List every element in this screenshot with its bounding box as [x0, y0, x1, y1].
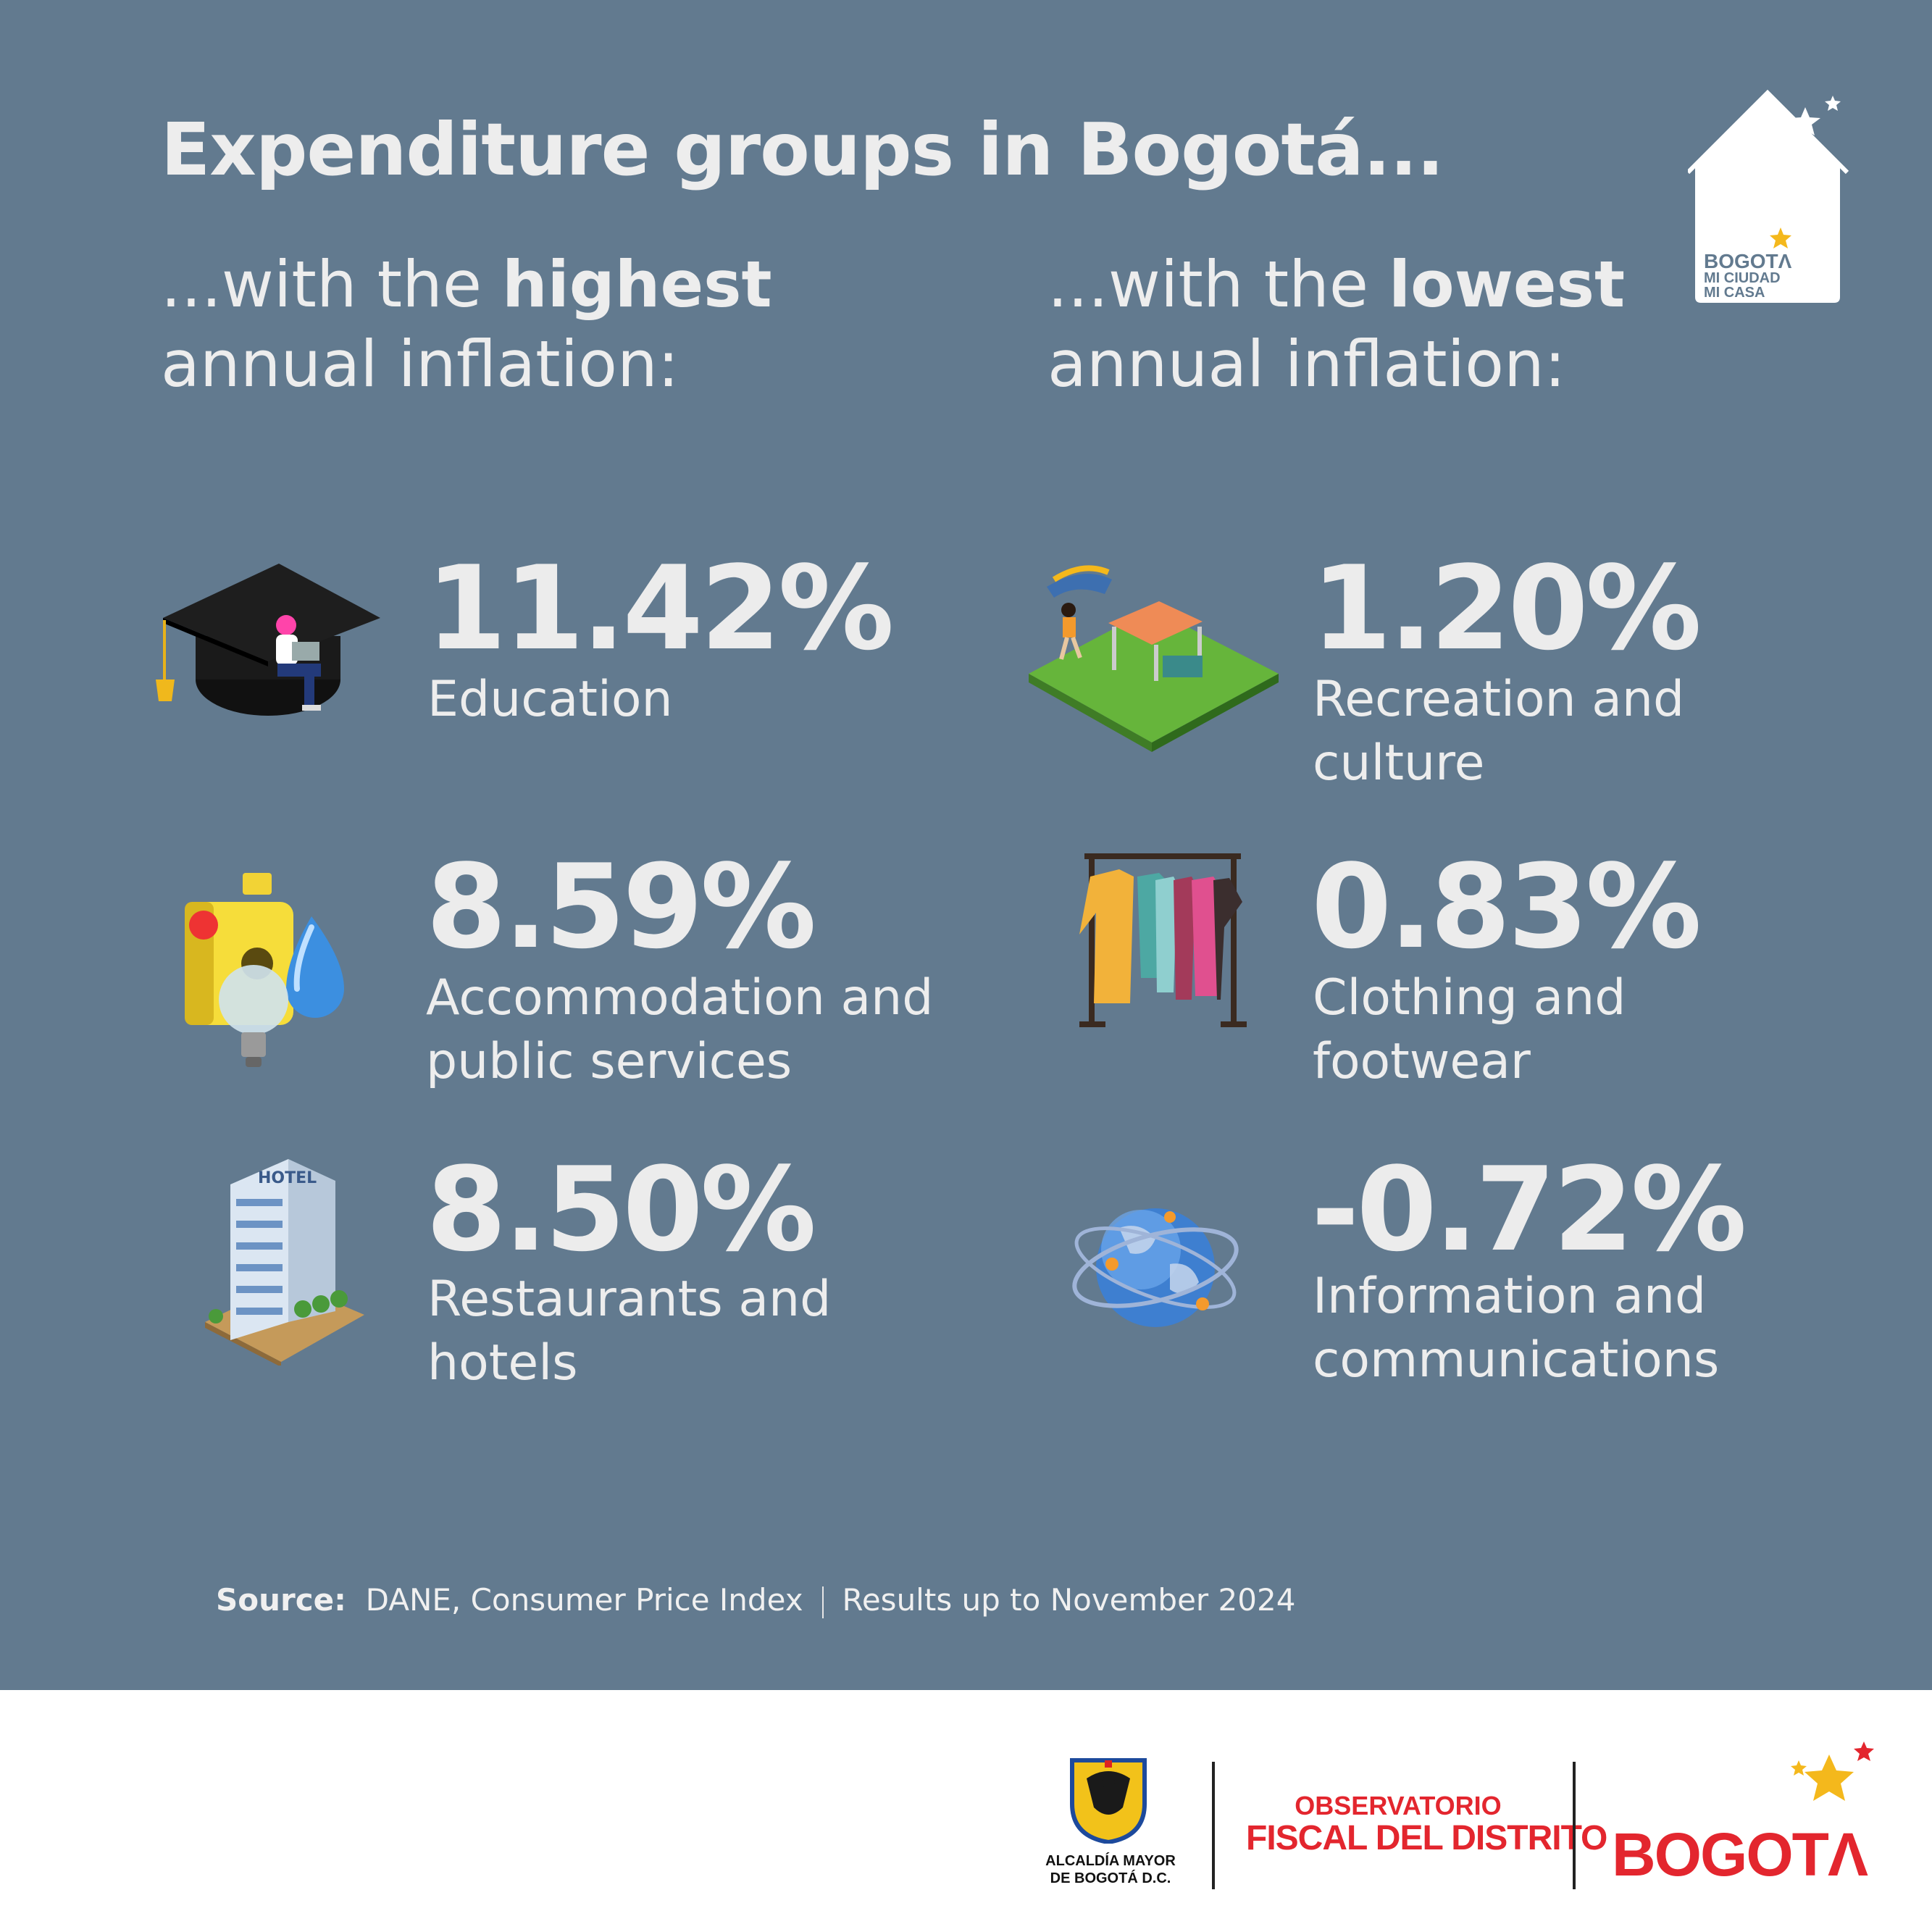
observatorio-title: OBSERVATORIO	[1295, 1791, 1502, 1820]
picnic-park-icon	[1029, 565, 1279, 752]
bogota-stars-icon	[1791, 1741, 1874, 1801]
education-value: 11.42%	[426, 540, 894, 676]
lowest-heading: ...with the lowest annual inflation:	[1047, 245, 1625, 404]
bogota-logo-text: BOGOTΛ	[1612, 1820, 1868, 1889]
education-label: Education	[427, 671, 673, 728]
clothing-label: Clothing and footwear	[1313, 969, 1626, 1090]
badge-line-3: MI CASA	[1704, 285, 1765, 301]
highest-heading-line2: annual inflation:	[161, 327, 679, 401]
badge-line-2: MI CIUDAD	[1704, 270, 1781, 286]
badge-star-icon	[1770, 227, 1791, 248]
alcaldia-line-1: ALCALDÍA MAYOR	[1045, 1853, 1176, 1869]
source-label: Source:	[216, 1582, 346, 1618]
source-divider	[821, 1586, 824, 1618]
clothes-rack-icon	[1079, 853, 1247, 1027]
restaurants-label: Restaurants and hotels	[427, 1271, 832, 1392]
star-icon	[1790, 107, 1820, 135]
lowest-heading-prefix: ...with the	[1047, 247, 1389, 322]
badge-title: BOGOTΛ	[1704, 250, 1792, 272]
clothing-value: 0.83%	[1311, 839, 1702, 974]
utilities-icon	[185, 873, 344, 1067]
restaurants-value: 8.50%	[426, 1142, 816, 1277]
information-label: Information and communications	[1313, 1268, 1720, 1389]
alcaldia-line-2: DE BOGOTÁ D.C.	[1050, 1870, 1171, 1886]
accommodation-value: 8.59%	[426, 839, 816, 974]
recreation-value: 1.20%	[1311, 540, 1702, 676]
observatorio-subtitle: FISCAL DEL DISTRITO	[1246, 1819, 1607, 1857]
star-icon	[1784, 117, 1794, 127]
footer-divider	[1573, 1762, 1576, 1889]
globe-network-icon	[1072, 1208, 1239, 1327]
information-value: -0.72%	[1311, 1142, 1747, 1277]
highest-heading: ...with the highest annual inflation:	[161, 245, 772, 404]
bogota-mi-casa-badge	[1688, 89, 1849, 303]
bogota-coat-of-arms-icon	[1070, 1758, 1147, 1844]
footer-divider	[1212, 1762, 1215, 1889]
graduation-cap-icon	[156, 564, 380, 716]
highest-heading-prefix: ...with the	[161, 247, 502, 322]
highest-heading-emphasis: highest	[501, 247, 772, 322]
source-line: Source: DANE, Consumer Price Index Result…	[216, 1582, 1295, 1618]
star-icon	[1825, 96, 1841, 111]
source-text: DANE, Consumer Price Index	[365, 1582, 803, 1618]
svg-text:HOTEL: HOTEL	[258, 1169, 317, 1187]
recreation-label: Recreation and culture	[1313, 671, 1685, 792]
page-title: Expenditure groups in Bogotá...	[161, 107, 1444, 192]
lowest-heading-emphasis: lowest	[1388, 247, 1626, 322]
source-note: Results up to November 2024	[842, 1582, 1296, 1618]
accommodation-label: Accommodation and public services	[426, 969, 934, 1090]
infographic-panel: Expenditure groups in Bogotá... BOGOTΛ M…	[0, 0, 1932, 1690]
lowest-heading-line2: annual inflation:	[1047, 327, 1566, 401]
hotel-icon: HOTEL	[205, 1159, 364, 1366]
